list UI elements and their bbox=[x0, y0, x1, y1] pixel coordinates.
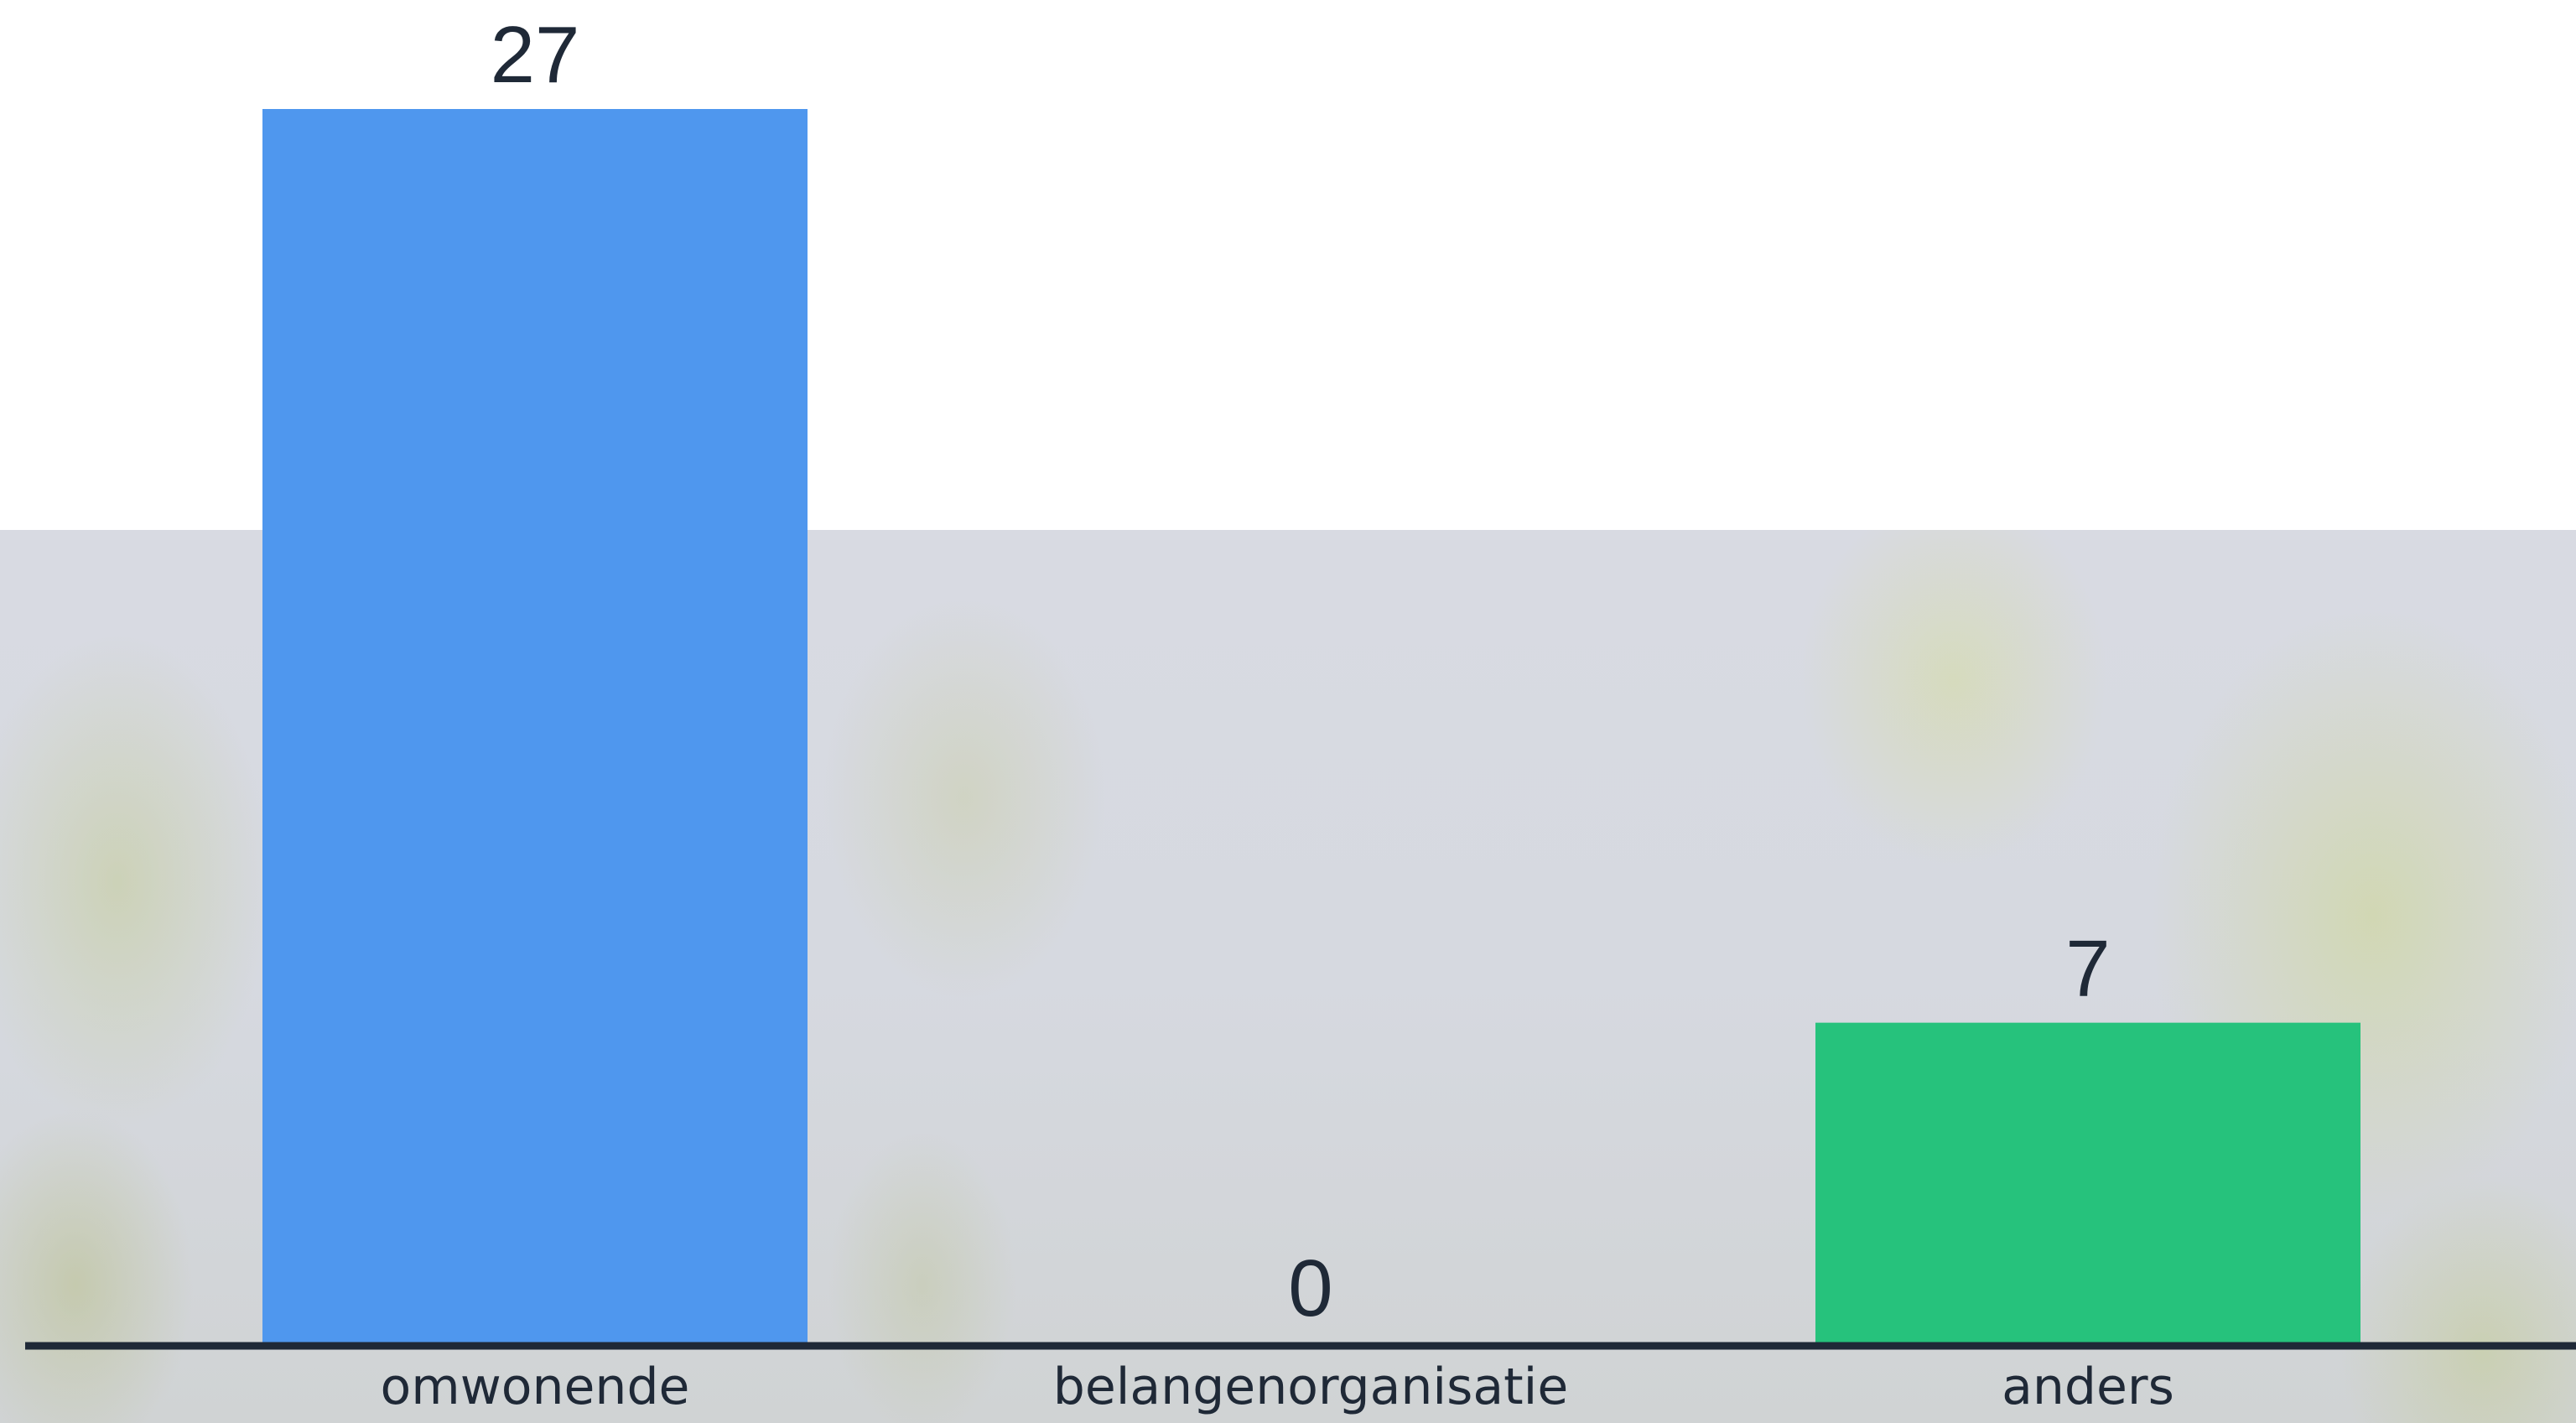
bars-group bbox=[262, 109, 2360, 1343]
value-label-belangenorganisatie: 0 bbox=[1288, 1244, 1332, 1333]
bar-anders bbox=[1815, 1022, 2360, 1343]
category-labels-group: omwonende belangenorganisatie anders bbox=[381, 1358, 2174, 1416]
value-labels-group: 27 0 7 bbox=[491, 10, 2111, 1333]
value-label-anders: 7 bbox=[2065, 924, 2110, 1014]
category-label-belangenorganisatie: belangenorganisatie bbox=[1053, 1358, 1569, 1416]
value-label-omwonende: 27 bbox=[491, 10, 580, 100]
category-label-anders: anders bbox=[2002, 1358, 2174, 1416]
bar-omwonende bbox=[262, 109, 808, 1343]
category-label-omwonende: omwonende bbox=[381, 1358, 690, 1416]
